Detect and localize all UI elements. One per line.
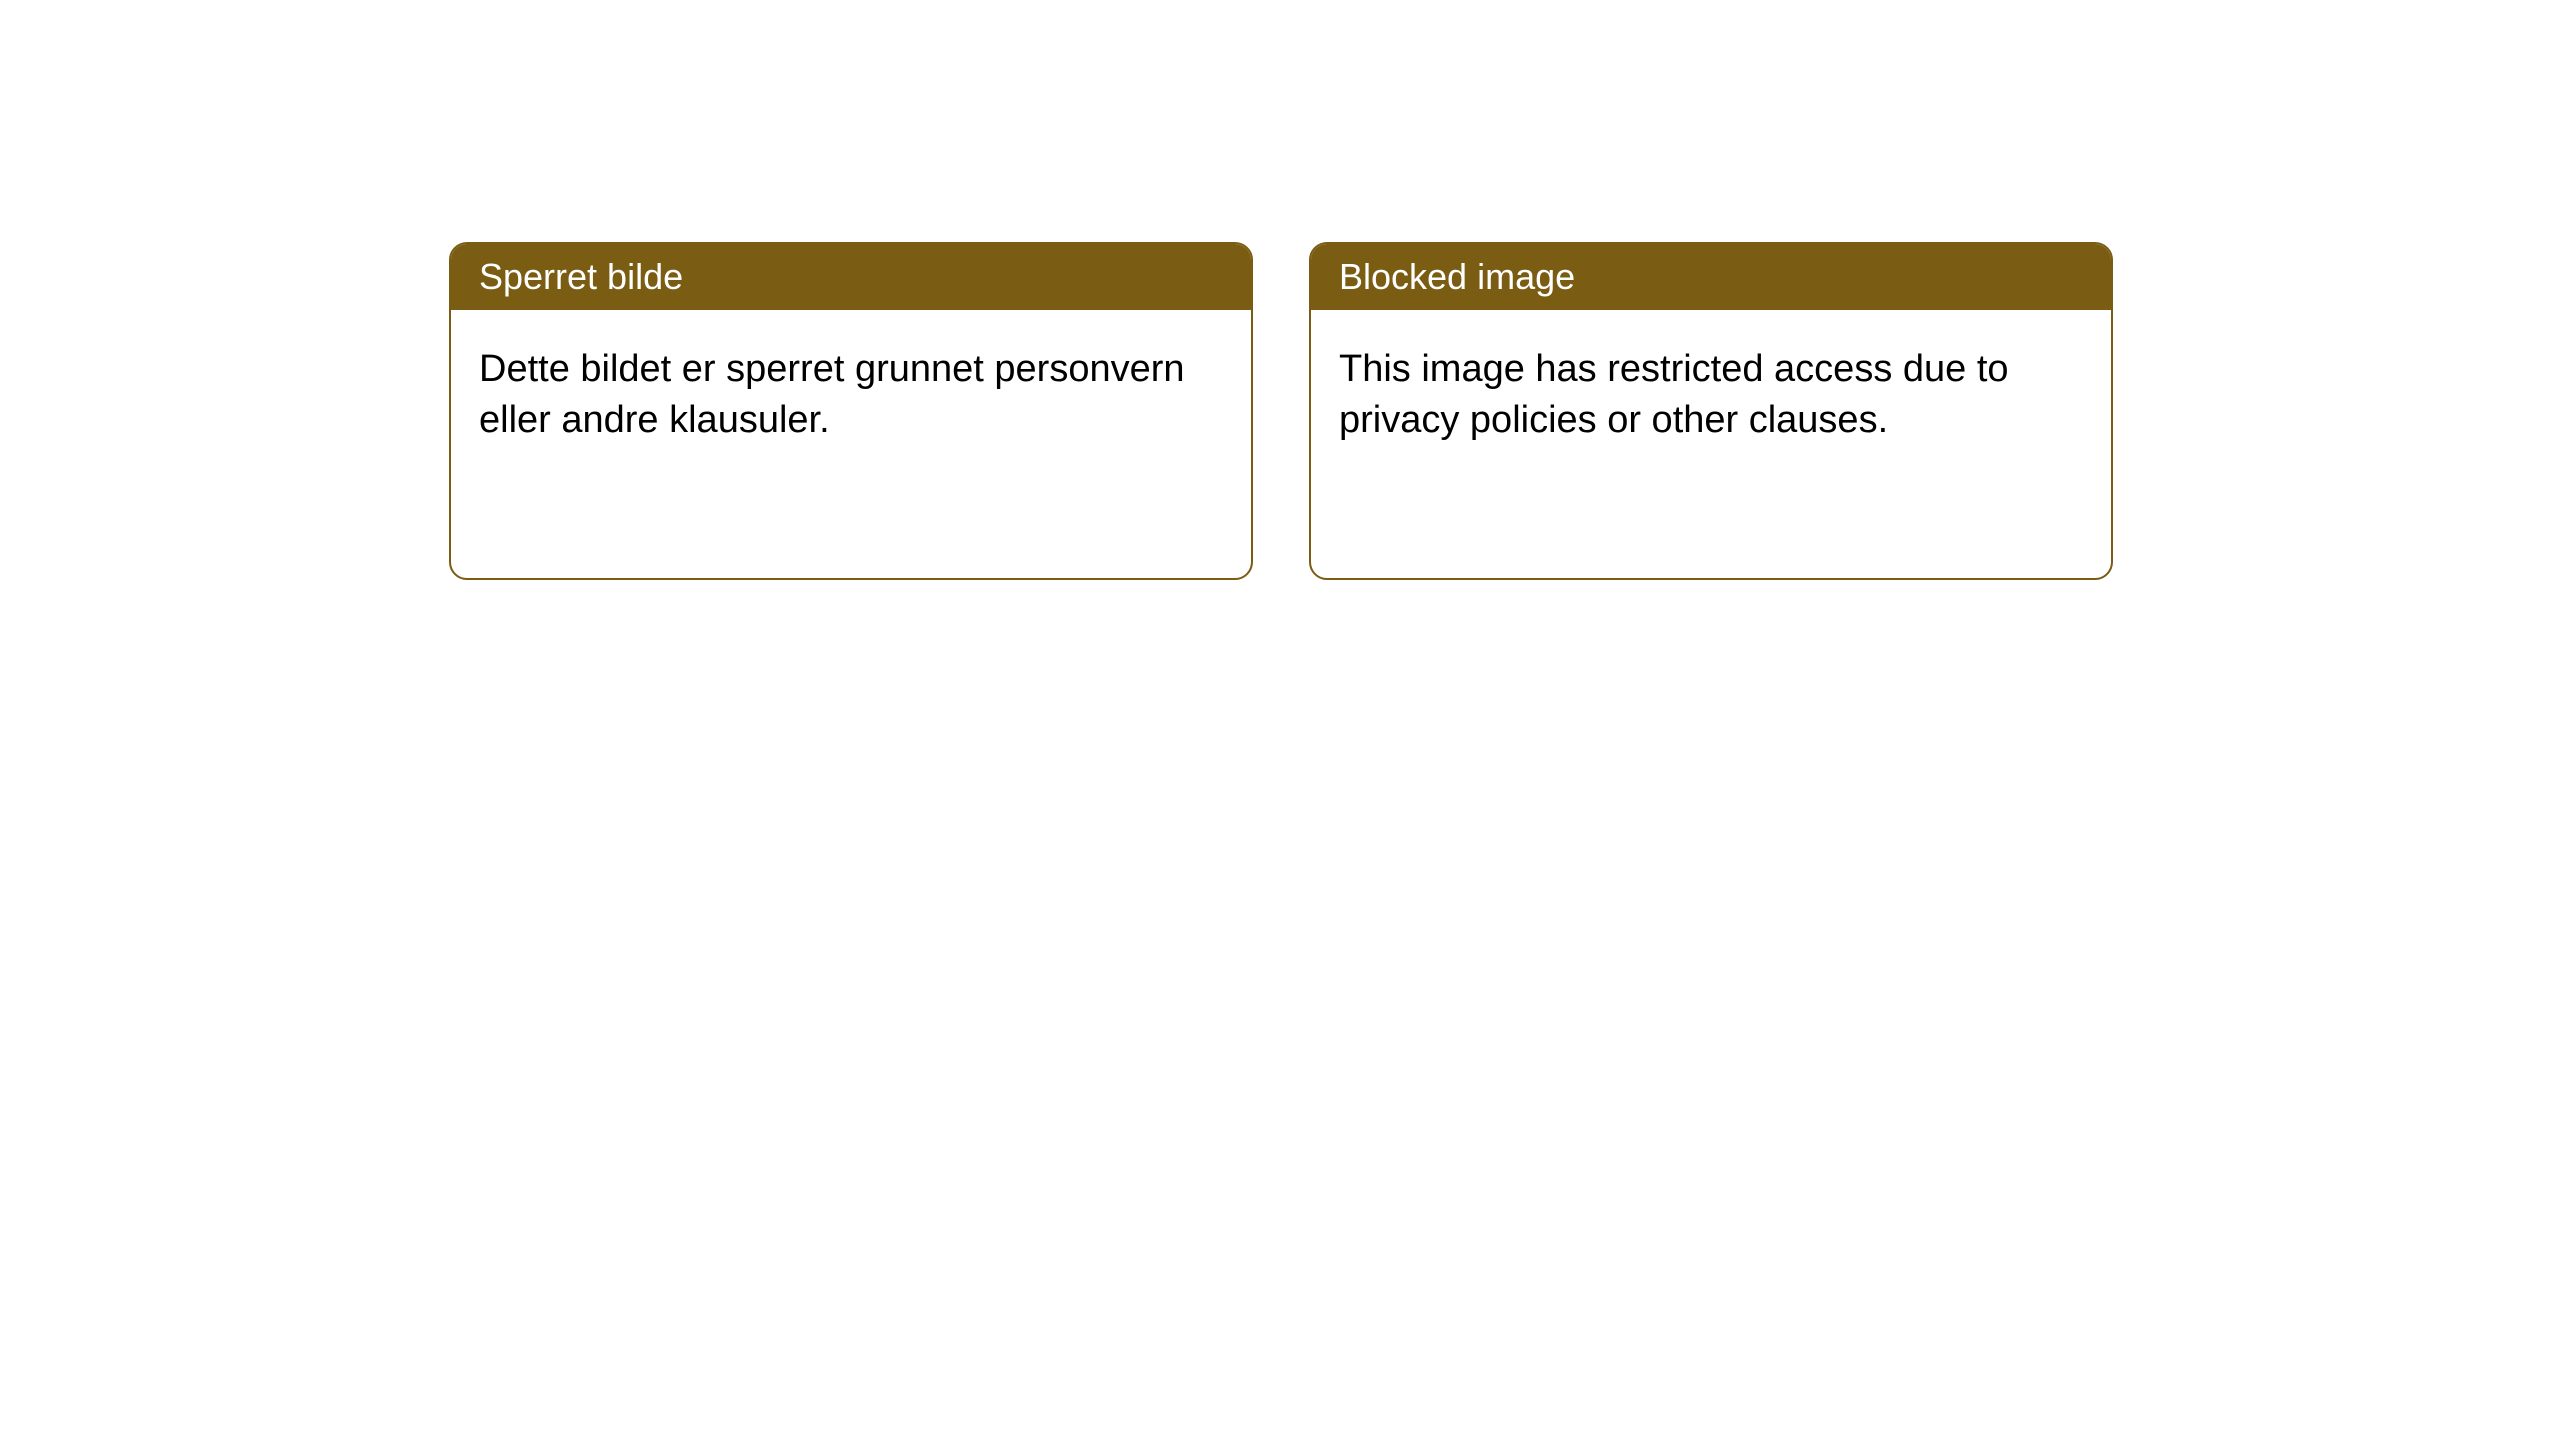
notice-card-english: Blocked image This image has restricted … xyxy=(1309,242,2113,580)
notice-body-norwegian: Dette bildet er sperret grunnet personve… xyxy=(451,310,1251,481)
notice-card-norwegian: Sperret bilde Dette bildet er sperret gr… xyxy=(449,242,1253,580)
notice-body-english: This image has restricted access due to … xyxy=(1311,310,2111,481)
notice-title-norwegian: Sperret bilde xyxy=(451,244,1251,310)
notice-title-english: Blocked image xyxy=(1311,244,2111,310)
notice-cards-container: Sperret bilde Dette bildet er sperret gr… xyxy=(449,242,2113,580)
